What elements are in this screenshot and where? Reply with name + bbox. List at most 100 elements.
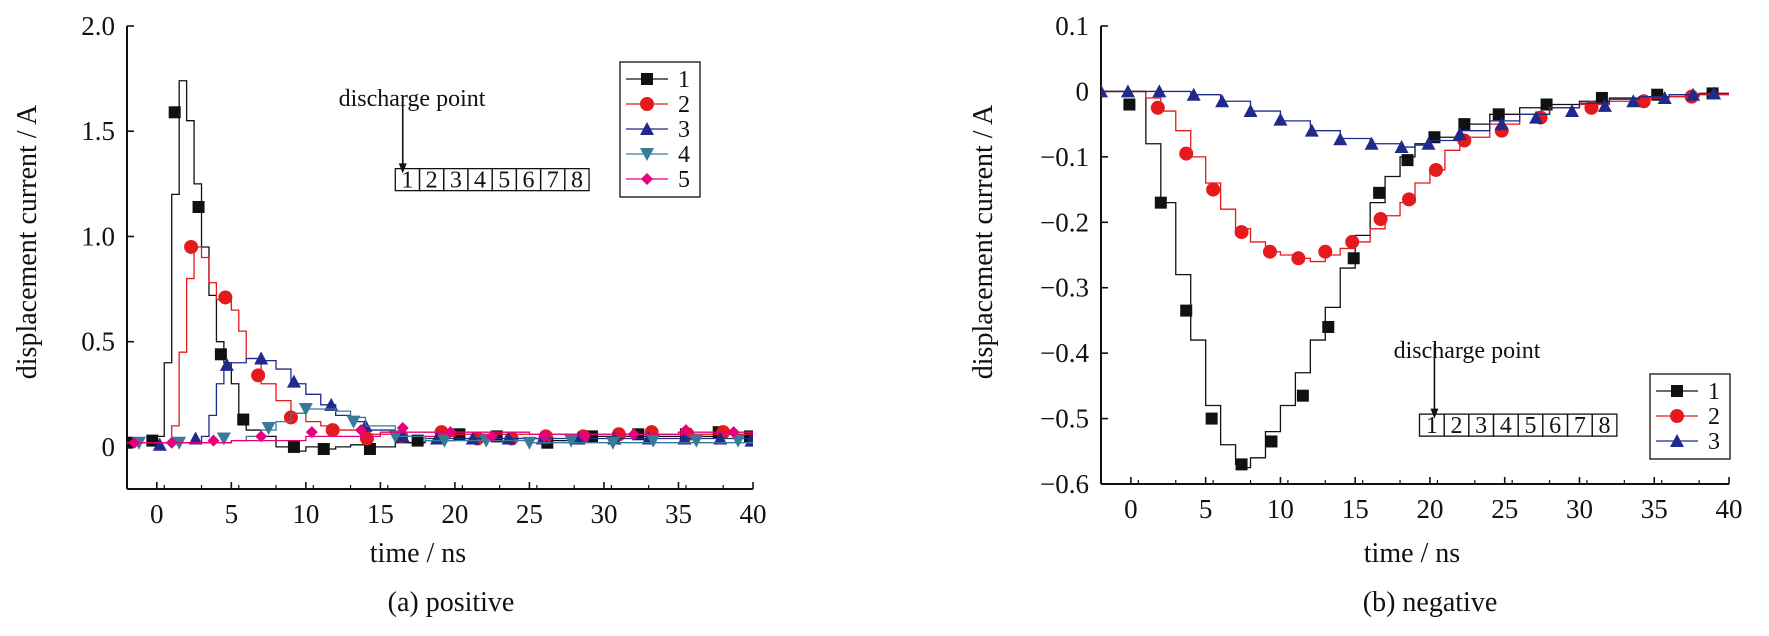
- data-point-series-1: [1154, 196, 1167, 209]
- data-point-series-3: [324, 397, 339, 411]
- legend-label: 4: [678, 142, 690, 168]
- y-tick-label: 1.0: [81, 221, 115, 251]
- legend-label: 2: [1708, 404, 1720, 430]
- data-point-series-2: [1428, 162, 1443, 177]
- data-point-series-1: [192, 200, 205, 213]
- data-point-series-2: [359, 431, 374, 446]
- data-point-series-3: [219, 357, 234, 371]
- data-point-series-1: [411, 434, 424, 447]
- electrode-box: [1591, 413, 1618, 437]
- legend-marker-4: [640, 148, 654, 161]
- y-tick-label: −0.4: [1040, 338, 1089, 368]
- data-point-series-3: [1101, 84, 1108, 98]
- x-tick-label: 0: [150, 499, 164, 529]
- data-point-series-3: [1452, 126, 1467, 140]
- data-point-series-3: [1273, 112, 1288, 126]
- data-point-series-1: [1347, 252, 1360, 265]
- data-point-series-4: [646, 434, 661, 448]
- data-point-series-3: [1304, 123, 1319, 137]
- data-point-series-2: [1636, 94, 1651, 109]
- data-point-series-3: [1364, 136, 1379, 150]
- data-point-series-1: [363, 443, 376, 456]
- data-point-series-3: [188, 431, 203, 445]
- y-tick-label: 1.5: [81, 116, 115, 146]
- x-tick-label: 15: [1342, 494, 1369, 524]
- data-point-series-4: [522, 436, 537, 450]
- data-point-series-2: [1584, 100, 1599, 115]
- data-point-series-3: [1421, 136, 1436, 150]
- data-point-series-5: [207, 434, 220, 447]
- data-point-series-3: [286, 374, 301, 388]
- data-point-series-1: [1235, 458, 1248, 471]
- data-point-series-3: [1597, 98, 1612, 112]
- data-point-series-2: [1179, 146, 1194, 161]
- legend-marker-2: [1670, 409, 1684, 423]
- data-point-series-2: [1262, 244, 1277, 259]
- electrode-label: 5: [498, 168, 510, 194]
- y-axis-label-negative: displacement current / A: [968, 104, 999, 379]
- legend-label: 3: [678, 117, 690, 143]
- data-point-series-1: [214, 348, 227, 361]
- electrode-label: 4: [474, 168, 486, 194]
- data-point-series-5: [355, 424, 368, 437]
- data-point-series-1: [317, 443, 330, 456]
- series-line-1: [1101, 90, 1729, 469]
- data-point-series-1: [1373, 186, 1386, 199]
- x-tick-label: 0: [1124, 494, 1138, 524]
- data-point-series-2: [1402, 192, 1417, 207]
- legend-marker-2: [640, 97, 654, 111]
- electrode-label: 3: [450, 168, 462, 194]
- electrode-box: [564, 167, 590, 192]
- data-point-series-1: [287, 440, 300, 453]
- data-point-series-5: [679, 424, 692, 437]
- data-point-series-3: [713, 431, 728, 445]
- legend-marker-3: [1670, 434, 1684, 447]
- data-point-series-3: [1529, 110, 1544, 124]
- y-tick-label: 2.0: [81, 11, 115, 41]
- data-point-series-3: [1186, 87, 1201, 101]
- data-point-series-1: [237, 413, 250, 426]
- electrode-label: 3: [1475, 413, 1487, 439]
- y-tick-label: −0.6: [1040, 469, 1089, 499]
- legend-marker-1: [1671, 385, 1683, 397]
- data-point-series-5: [538, 430, 551, 443]
- y-tick-label: 0: [1076, 76, 1090, 106]
- data-point-series-5: [396, 421, 409, 434]
- data-point-series-3: [152, 437, 167, 451]
- legend-label: 3: [1708, 429, 1720, 455]
- data-point-series-3: [1657, 90, 1672, 104]
- data-point-series-2: [1206, 182, 1221, 197]
- series-line-2: [127, 246, 753, 444]
- data-point-series-5: [578, 430, 591, 443]
- data-point-series-5: [486, 430, 499, 443]
- data-point-series-2: [1318, 244, 1333, 259]
- legend-label: 1: [1708, 379, 1720, 405]
- electrode-label: 2: [426, 168, 438, 194]
- electrode-label: 1: [1426, 413, 1438, 439]
- annotation-discharge-point-positive: discharge point: [339, 86, 486, 112]
- data-point-series-5: [255, 430, 268, 443]
- data-point-series-3: [1565, 104, 1579, 118]
- data-point-series-2: [1291, 251, 1306, 266]
- y-tick-label: −0.5: [1040, 404, 1089, 434]
- y-tick-label: −0.3: [1040, 273, 1089, 303]
- y-tick-label: −0.2: [1040, 207, 1089, 237]
- data-point-series-4: [298, 403, 313, 417]
- x-tick-label: 40: [740, 499, 767, 529]
- data-point-series-4: [216, 432, 231, 446]
- electrode-label: 4: [1500, 413, 1512, 439]
- x-tick-label: 10: [1267, 494, 1294, 524]
- data-point-series-5: [305, 426, 318, 439]
- data-point-series-2: [184, 239, 199, 254]
- x-tick-label: 25: [516, 499, 543, 529]
- data-point-series-4: [437, 434, 452, 448]
- electrode-label: 6: [522, 168, 534, 194]
- electrode-label: 6: [1549, 413, 1561, 439]
- data-point-series-3: [677, 431, 692, 445]
- data-point-series-1: [1180, 304, 1193, 317]
- x-tick-label: 20: [1416, 494, 1443, 524]
- data-point-series-4: [564, 434, 579, 448]
- y-tick-label: 0.5: [81, 327, 115, 357]
